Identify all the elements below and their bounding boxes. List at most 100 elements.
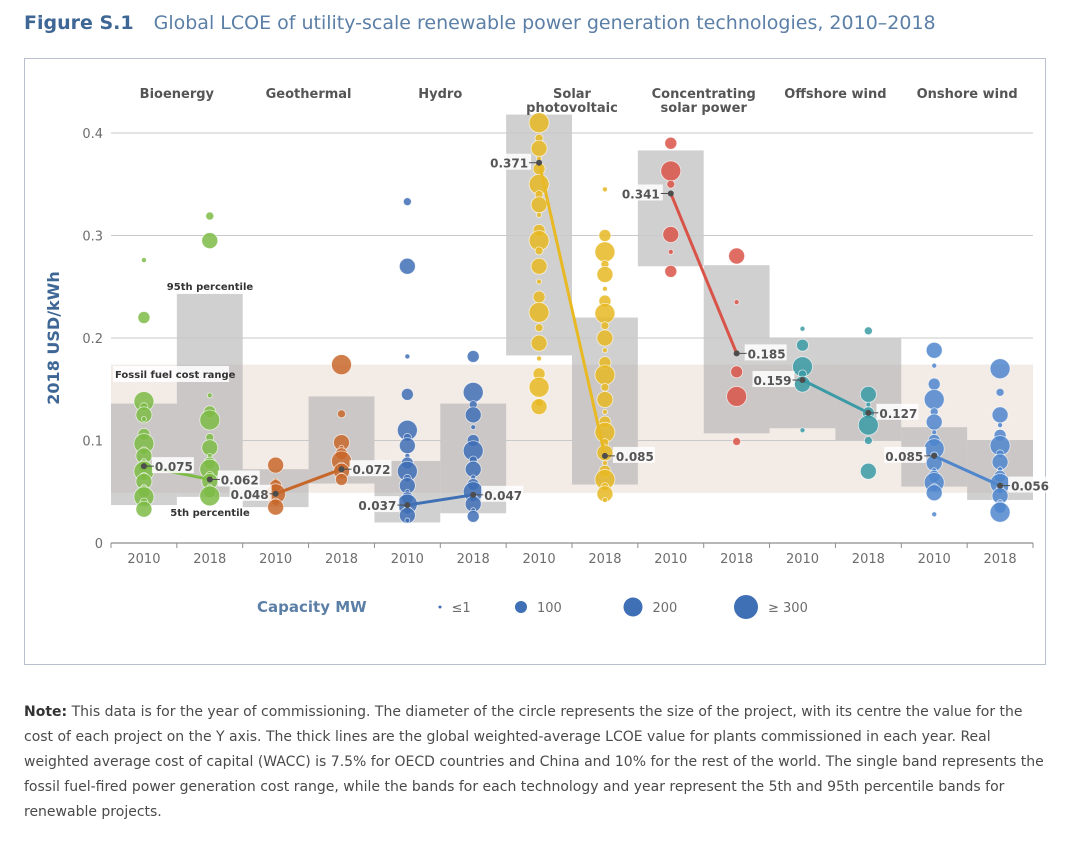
project-point (404, 517, 411, 524)
weighted-average-label: 0.085 (885, 450, 923, 464)
project-point (865, 401, 872, 408)
project-point (398, 257, 416, 275)
weighted-average-marker (206, 476, 213, 483)
value-label-bg (612, 446, 655, 463)
project-point (730, 365, 744, 379)
project-point (863, 436, 873, 445)
project-point (530, 196, 548, 214)
weighted-average-label: 0.085 (616, 450, 654, 464)
project-point (534, 246, 544, 256)
weighted-average-label: 0.056 (1011, 480, 1049, 494)
project-point (863, 326, 873, 336)
project-point (404, 353, 411, 360)
project-point (995, 387, 1005, 397)
project-point (989, 501, 1011, 523)
legend-marker (515, 601, 527, 613)
project-point (925, 341, 943, 359)
y-tick-label: 0 (95, 537, 103, 552)
category-header: photovoltaic (526, 101, 618, 116)
project-point (206, 392, 213, 399)
category-header: Bioenergy (140, 87, 215, 102)
x-tick-label: 2018 (588, 552, 621, 567)
x-tick-label: 2010 (127, 552, 160, 567)
project-point (141, 257, 147, 264)
weighted-average-label: 0.371 (490, 157, 528, 171)
category-header: Onshore wind (917, 87, 1018, 102)
weighted-average-label: 0.159 (754, 374, 792, 388)
project-point (201, 232, 219, 250)
gridlines-layer (111, 132, 1033, 441)
project-point (331, 354, 352, 376)
project-point (931, 511, 938, 518)
project-point (596, 329, 614, 347)
weighted-average-marker (667, 190, 674, 197)
project-point (600, 321, 610, 331)
project-point (602, 408, 608, 415)
project-point (667, 248, 674, 255)
project-point (596, 391, 614, 408)
project-point (732, 437, 742, 446)
weighted-average-label: 0.062 (221, 473, 259, 487)
project-point (141, 416, 147, 422)
project-point (733, 299, 740, 306)
weighted-average-marker (338, 466, 345, 473)
weighted-average-marker (997, 482, 1004, 489)
weighted-average-marker (470, 491, 477, 498)
project-point (594, 241, 616, 263)
project-point (991, 406, 1009, 424)
project-point (596, 266, 614, 283)
note-label: Note: (24, 704, 68, 720)
legend-marker (438, 605, 442, 609)
weighted-average-label: 0.075 (155, 460, 193, 474)
p5-annotation: 5th percentile (170, 508, 250, 519)
category-header: Solar (553, 87, 592, 102)
weighted-average-label: 0.185 (748, 347, 786, 361)
weighted-average-label: 0.037 (358, 499, 396, 513)
project-point (927, 377, 941, 391)
y-tick-label: 0.2 (82, 332, 103, 347)
figure-title: Figure S.1 Global LCOE of utility-scale r… (24, 12, 936, 34)
project-point (925, 484, 943, 502)
legend-marker (623, 597, 643, 617)
project-point (660, 160, 682, 182)
weighted-average-line (407, 493, 474, 507)
project-point (602, 347, 608, 354)
weighted-average-marker (140, 463, 147, 470)
category-header: solar power (661, 101, 748, 116)
p95-annotation: 95th percentile (167, 282, 254, 293)
project-points-layer (133, 112, 1011, 524)
project-point (796, 338, 809, 352)
project-point (536, 355, 542, 362)
weighted-average-label: 0.072 (353, 463, 391, 477)
project-point (602, 285, 608, 292)
project-point (931, 429, 938, 436)
legend-label: 200 (653, 601, 678, 616)
project-point (726, 386, 748, 407)
project-point (335, 473, 348, 486)
project-point (664, 136, 678, 150)
weighted-average-label: 0.341 (622, 187, 660, 201)
legend-marker (734, 595, 758, 619)
legend-label: ≥ 300 (768, 601, 808, 616)
figure-note: Note: This data is for the year of commi… (24, 700, 1054, 825)
x-tick-label: 2010 (918, 552, 951, 567)
project-point (536, 278, 542, 285)
weighted-average-lines-layer (140, 159, 1004, 509)
value-label-bg (876, 403, 919, 420)
project-point (728, 247, 746, 265)
value-label-bg (217, 470, 260, 487)
project-point (466, 350, 480, 363)
chart-frame (24, 58, 1046, 665)
x-tick-label: 2010 (523, 552, 556, 567)
x-tick-label: 2010 (259, 552, 292, 567)
project-point (662, 226, 680, 243)
weighted-average-label: 0.127 (879, 407, 917, 421)
weighted-average-marker (601, 452, 608, 459)
project-point (923, 389, 945, 410)
project-point (337, 409, 346, 419)
weighted-average-line (801, 378, 870, 415)
project-point (199, 409, 221, 431)
project-point (530, 257, 548, 275)
category-header: Offshore wind (784, 87, 886, 102)
legend-layer: Capacity MW ≤1 100 200 ≥ 300 (257, 595, 808, 619)
